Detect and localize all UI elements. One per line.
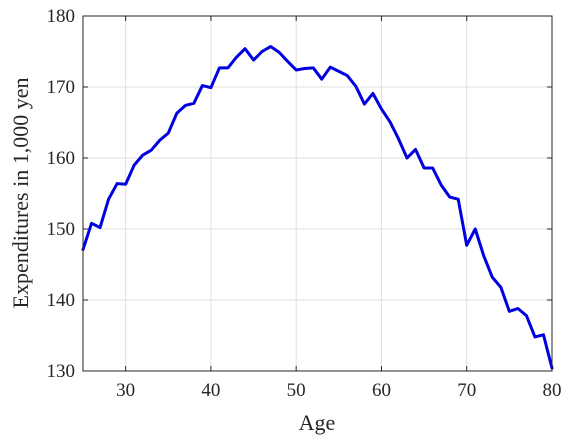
series-layer (81, 45, 554, 370)
grid (83, 15, 553, 372)
series-line (81, 45, 554, 370)
y-axis-label: Expenditures in 1,000 yen (8, 78, 33, 309)
ticks (83, 15, 553, 372)
y-tick-labels: 130 140 150 160 170 180 (47, 6, 76, 382)
y-tick-label: 180 (47, 6, 76, 27)
x-tick-label: 40 (201, 380, 220, 401)
y-tick-label: 170 (47, 77, 76, 98)
plot-frame (82, 15, 553, 372)
x-tick-label: 60 (372, 380, 391, 401)
x-tick-label: 70 (457, 380, 476, 401)
y-tick-label: 150 (47, 219, 76, 240)
x-tick-label: 80 (543, 380, 561, 401)
x-tick-labels: 30 40 50 60 70 80 (116, 380, 561, 401)
y-tick-label: 160 (47, 148, 76, 169)
y-tick-label: 140 (47, 290, 76, 311)
x-tick-label: 30 (116, 380, 135, 401)
y-tick-label: 130 (47, 361, 76, 382)
x-tick-label: 50 (287, 380, 306, 401)
x-axis-label: Age (299, 410, 336, 435)
